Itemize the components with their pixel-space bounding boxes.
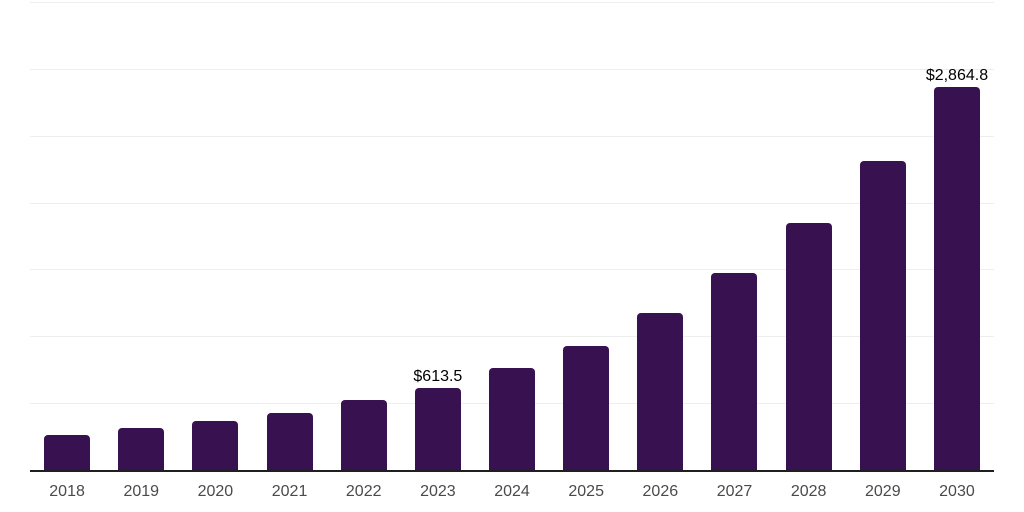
x-tick-label-2021: 2021 — [271, 483, 308, 500]
x-tick-label-2026: 2026 — [642, 483, 679, 500]
x-tick-label-2022: 2022 — [345, 483, 382, 500]
x-tick-label-2030: 2030 — [939, 483, 975, 500]
bar-slot — [549, 2, 623, 470]
bar-2026 — [637, 313, 684, 470]
bar-2020 — [192, 421, 239, 470]
bar-2021 — [266, 412, 313, 470]
bar-2029 — [859, 160, 906, 470]
bar-slot — [327, 2, 401, 470]
bar-slot — [104, 2, 178, 470]
plot-area: $613.5 $2,864.8 — [30, 2, 994, 472]
bar-slot — [475, 2, 549, 470]
data-label-2030: $2,864.8 — [925, 66, 989, 84]
x-axis-labels: 2018 2019 2020 2021 2022 2023 2024 2025 2026 2027… — [30, 484, 994, 500]
x-tick-label-2019: 2019 — [123, 483, 160, 500]
bar-slot — [30, 2, 104, 470]
bar-slot — [252, 2, 326, 470]
bar-slot — [697, 2, 771, 470]
x-tick-label-2027: 2027 — [716, 483, 753, 500]
gridline — [30, 68, 994, 70]
x-tick-label-2024: 2024 — [494, 483, 530, 500]
x-tick-label-2023: 2023 — [420, 483, 456, 500]
bar-2019 — [118, 427, 165, 470]
x-tick-label-2028: 2028 — [790, 483, 827, 500]
gridline — [30, 2, 994, 3]
bar-slot: $613.5 — [401, 2, 475, 470]
gridline — [30, 135, 994, 137]
x-tick-label-2018: 2018 — [49, 483, 85, 500]
bars-container: $613.5 $2,864.8 — [30, 2, 994, 470]
bar-2022 — [340, 399, 387, 470]
bar-slot — [623, 2, 697, 470]
gridline — [30, 269, 994, 271]
bar-2028 — [785, 223, 832, 470]
gridline — [30, 336, 994, 338]
bar-2027 — [711, 273, 758, 470]
bar-2025 — [563, 345, 610, 470]
x-tick-label-2029: 2029 — [865, 483, 901, 500]
bar-2024 — [489, 368, 536, 470]
gridline — [30, 202, 994, 204]
bar-slot — [846, 2, 920, 470]
x-tick-label-2020: 2020 — [197, 483, 234, 500]
bar-2030: $2,864.8 — [926, 67, 988, 470]
bar-2023: $613.5 — [413, 368, 462, 470]
x-tick-label-2025: 2025 — [568, 483, 604, 500]
bar-slot: $2,864.8 — [920, 2, 994, 470]
bar-slot — [178, 2, 252, 470]
bar-2018 — [44, 434, 91, 470]
data-label-2023: $613.5 — [413, 367, 463, 385]
bar-slot — [772, 2, 846, 470]
